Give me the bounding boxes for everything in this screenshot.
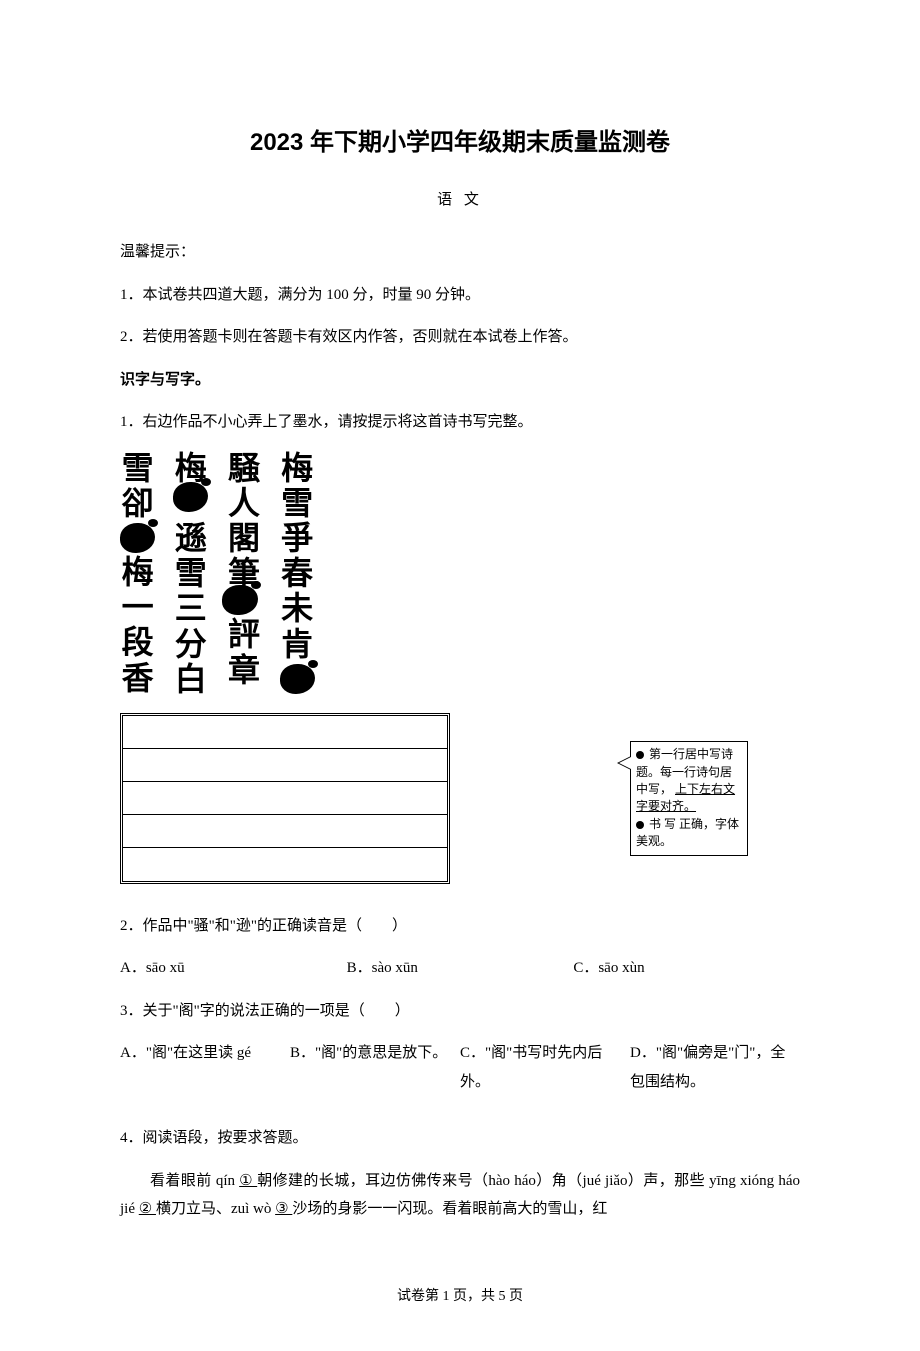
poem-column-4: 雪 卻 梅 一 段 香 — [120, 451, 155, 696]
answer-grid-row: 第一行居中写诗题。每一行诗句居中写， 上下左右文字要对齐。 书 写 正确，字体美… — [120, 713, 800, 884]
option-d[interactable]: D．"阁"偏旁是"门"，全包围结构。 — [630, 1039, 800, 1096]
section-heading: 识字与写字。 — [120, 366, 800, 395]
passage-text: 沙场的身影一一闪现。看着眼前高大的雪山，红 — [292, 1201, 607, 1217]
poem-calligraphy: 雪 卻 梅 一 段 香 梅 遜 雪 三 分 白 騒 人 閣 筆 評 章 梅 雪 … — [120, 451, 800, 697]
option-b[interactable]: B．sào xūn — [347, 954, 574, 983]
question-1-stem: 1．右边作品不小心弄上了墨水，请按提示将这首诗书写完整。 — [120, 408, 800, 437]
ink-blot-icon — [280, 664, 315, 694]
question-2-stem: 2．作品中"骚"和"逊"的正确读音是（ ） — [120, 912, 800, 941]
option-c[interactable]: C．sāo xùn — [573, 954, 800, 983]
question-4-passage: 看着眼前 qín ① 朝修建的长城，耳边仿佛传来号（hào háo）角（jué … — [120, 1167, 800, 1224]
question-3-options: A．"阁"在这里读 gé B．"阁"的意思是放下。 C．"阁"书写时先内后外。 … — [120, 1039, 800, 1110]
writing-row[interactable] — [123, 749, 447, 782]
blank-1[interactable]: ① — [239, 1173, 257, 1189]
hint-line-1: 1．本试卷共四道大题，满分为 100 分，时量 90 分钟。 — [120, 281, 800, 310]
question-2-options: A．sāo xū B．sào xūn C．sāo xùn — [120, 954, 800, 983]
subject-subtitle: 语 文 — [120, 186, 800, 215]
bullet-dot-icon — [636, 821, 644, 829]
ink-blot-icon — [173, 482, 208, 512]
writing-row[interactable] — [123, 848, 447, 881]
bullet-dot-icon — [636, 751, 644, 759]
ink-blot-icon — [222, 585, 257, 615]
page-title: 2023 年下期小学四年级期末质量监测卷 — [120, 120, 800, 166]
option-b[interactable]: B．"阁"的意思是放下。 — [290, 1039, 460, 1096]
option-c[interactable]: C．"阁"书写时先内后外。 — [460, 1039, 630, 1096]
poem-column-2: 騒 人 閣 筆 評 章 — [226, 451, 261, 688]
hint-line-2: 2．若使用答题卡则在答题卡有效区内作答，否则就在本试卷上作答。 — [120, 323, 800, 352]
option-a[interactable]: A．sāo xū — [120, 954, 347, 983]
question-3-stem: 3．关于"阁"字的说法正确的一项是（ ） — [120, 997, 800, 1026]
question-4-stem: 4．阅读语段，按要求答题。 — [120, 1124, 800, 1153]
poem-column-1: 梅 雪 爭 春 未 肯 — [280, 451, 315, 696]
passage-text: 看着眼前 qín — [150, 1173, 239, 1189]
option-a[interactable]: A．"阁"在这里读 gé — [120, 1039, 290, 1096]
blank-2[interactable]: ② — [139, 1201, 156, 1217]
writing-hint-box: 第一行居中写诗题。每一行诗句居中写， 上下左右文字要对齐。 书 写 正确，字体美… — [630, 741, 748, 855]
passage-text: 横刀立马、zuì wò — [156, 1201, 275, 1217]
writing-row[interactable] — [123, 716, 447, 749]
speech-tail-icon — [617, 756, 631, 770]
poem-column-3: 梅 遜 雪 三 分 白 — [173, 451, 208, 697]
ink-blot-icon — [120, 523, 155, 553]
writing-row[interactable] — [123, 782, 447, 815]
writing-grid[interactable] — [120, 713, 450, 884]
page-footer: 试卷第 1 页，共 5 页 — [120, 1284, 800, 1311]
hintbox-text-2: 书 写 正确，字体美观。 — [636, 817, 739, 848]
blank-3[interactable]: ③ — [275, 1201, 292, 1217]
hint-label: 温馨提示： — [120, 238, 800, 267]
writing-row[interactable] — [123, 815, 447, 848]
